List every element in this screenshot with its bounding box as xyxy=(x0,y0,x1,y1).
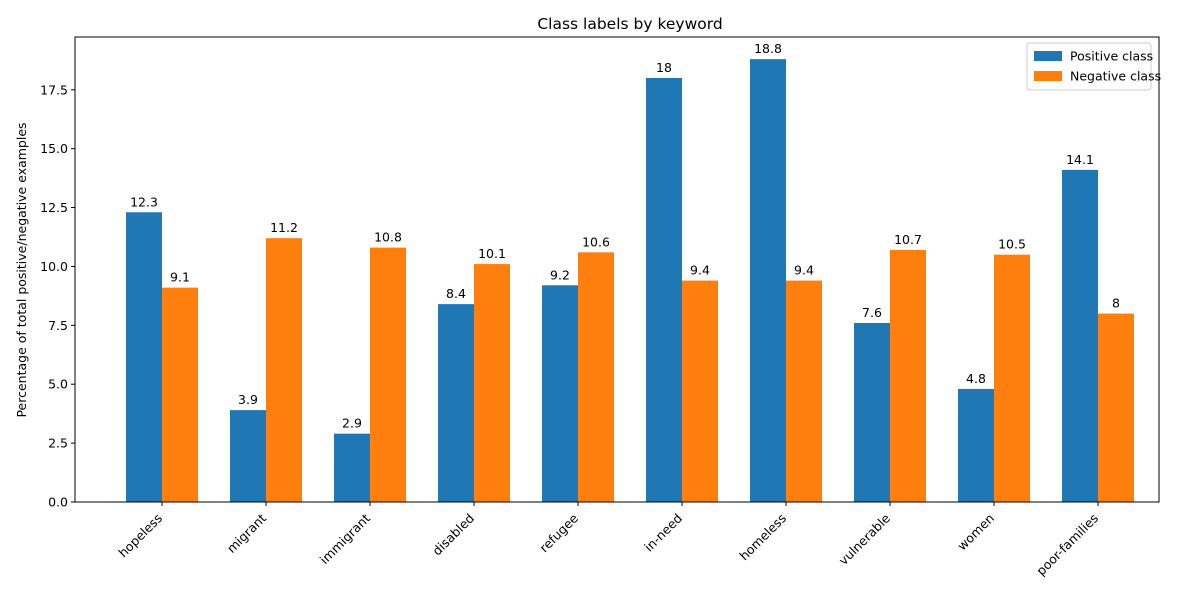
x-tick-label-poor-families: poor-families xyxy=(1033,511,1101,579)
data-labels-group: 12.3 3.9 2.9 8.4 9.2 18 18.8 7.6 4.8 14.1 9.1 11.2 1… xyxy=(130,41,1120,431)
positive-value-label: 18.8 xyxy=(754,41,782,56)
x-tick-label-homeless: homeless xyxy=(736,511,789,564)
negative-value-label: 8 xyxy=(1112,296,1120,311)
negative-bar-vulnerable xyxy=(890,249,926,502)
negative-bar-hopeless xyxy=(162,287,198,502)
positive-bar-vulnerable xyxy=(854,322,890,502)
x-tick-label-in-need: in-need xyxy=(641,511,685,555)
bars-group xyxy=(126,59,1134,503)
x-axis-ticks: hopeless migrant immigrant disabled refugee i… xyxy=(115,502,1101,578)
legend-swatch xyxy=(1034,71,1062,81)
x-tick-label-women: women xyxy=(954,511,997,554)
negative-bar-disabled xyxy=(474,264,510,502)
negative-bar-homeless xyxy=(786,280,822,502)
negative-bar-refugee xyxy=(578,252,614,502)
y-tick-label: 0.0 xyxy=(48,495,68,510)
y-tick-label: 7.5 xyxy=(48,318,68,333)
x-tick-label-vulnerable: vulnerable xyxy=(836,510,894,568)
chart-title: Class labels by keyword xyxy=(537,15,722,33)
positive-bar-poor-families xyxy=(1062,169,1098,502)
positive-value-label: 3.9 xyxy=(238,392,258,407)
x-tick-label-immigrant: immigrant xyxy=(317,510,374,567)
positive-bar-migrant xyxy=(230,410,266,502)
negative-value-label: 10.6 xyxy=(582,234,610,249)
y-tick-label: 17.5 xyxy=(40,82,68,97)
plot-frame xyxy=(74,36,1160,503)
x-tick-label-migrant: migrant xyxy=(224,510,269,555)
positive-bar-women xyxy=(958,388,994,502)
positive-value-label: 14.1 xyxy=(1066,152,1094,167)
y-axis-label: Percentage of total positive/negative ex… xyxy=(14,122,29,417)
y-tick-label: 10.0 xyxy=(40,259,68,274)
positive-value-label: 7.6 xyxy=(862,305,882,320)
positive-value-label: 8.4 xyxy=(446,286,466,301)
negative-value-label: 11.2 xyxy=(270,220,298,235)
positive-value-label: 18 xyxy=(656,60,672,75)
negative-bar-immigrant xyxy=(370,247,406,502)
x-tick-label-refugee: refugee xyxy=(536,510,581,555)
positive-bar-disabled xyxy=(438,304,474,502)
y-tick-label: 2.5 xyxy=(48,436,68,451)
negative-value-label: 10.5 xyxy=(998,237,1026,252)
negative-value-label: 9.1 xyxy=(170,270,190,285)
x-tick-label-disabled: disabled xyxy=(429,511,477,559)
negative-value-label: 9.4 xyxy=(794,263,814,278)
y-axis-ticks: 0.0 2.5 5.0 7.5 10.0 12.5 15.0 17.5 xyxy=(40,82,75,510)
negative-value-label: 10.1 xyxy=(478,246,506,261)
positive-bar-in-need xyxy=(646,77,682,502)
positive-value-label: 9.2 xyxy=(550,267,570,282)
positive-bar-refugee xyxy=(542,285,578,502)
positive-bar-homeless xyxy=(750,59,786,503)
y-tick-label: 12.5 xyxy=(40,200,68,215)
negative-value-label: 10.7 xyxy=(894,232,922,247)
negative-bar-migrant xyxy=(266,238,302,502)
negative-value-label: 9.4 xyxy=(690,263,710,278)
positive-value-label: 2.9 xyxy=(342,416,362,431)
negative-bar-in-need xyxy=(682,280,718,502)
legend-swatch xyxy=(1034,51,1062,61)
x-tick-label-hopeless: hopeless xyxy=(115,511,165,561)
y-tick-label: 15.0 xyxy=(40,141,68,156)
positive-bar-hopeless xyxy=(126,212,162,502)
y-tick-label: 5.0 xyxy=(48,377,68,392)
negative-bar-women xyxy=(994,254,1030,502)
legend: Positive class Negative class xyxy=(1026,42,1161,91)
legend-label: Positive class xyxy=(1070,49,1153,64)
positive-value-label: 12.3 xyxy=(130,194,158,209)
negative-value-label: 10.8 xyxy=(374,230,402,245)
positive-bar-immigrant xyxy=(334,433,370,502)
legend-label: Negative class xyxy=(1070,69,1161,84)
negative-bar-poor-families xyxy=(1098,313,1134,502)
positive-value-label: 4.8 xyxy=(966,371,986,386)
